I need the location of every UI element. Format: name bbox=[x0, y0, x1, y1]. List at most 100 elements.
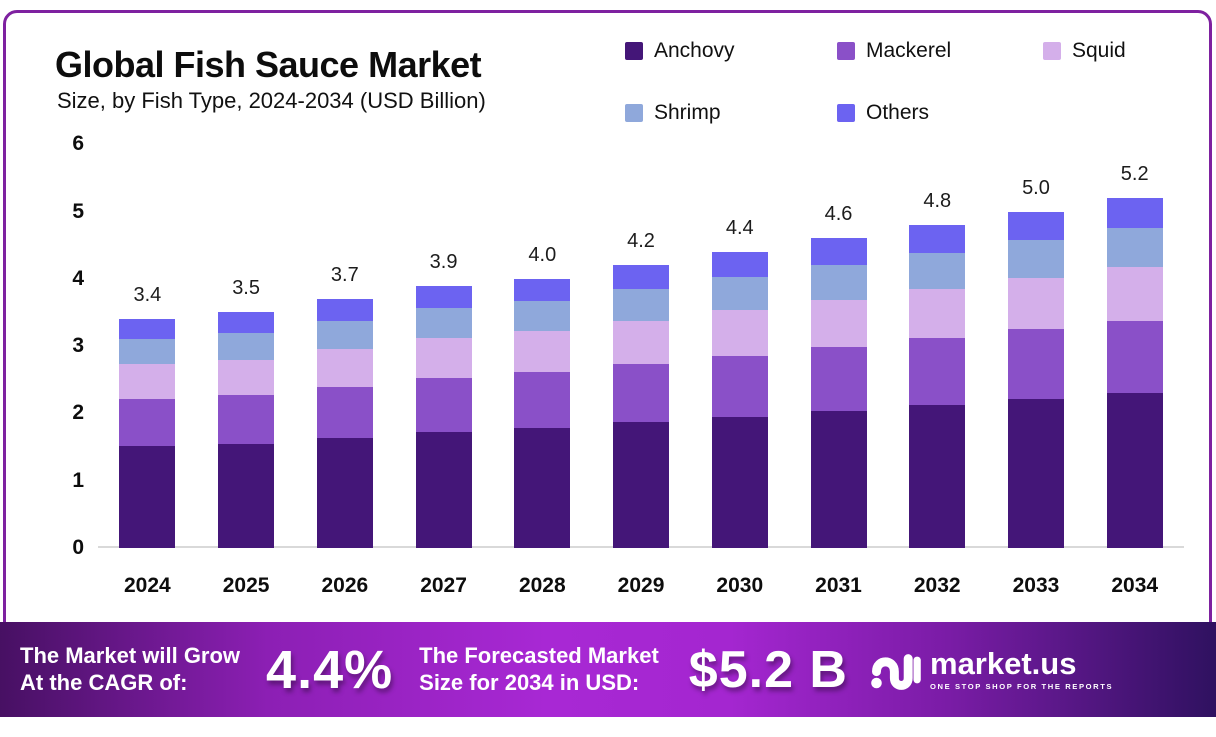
bar-segment-others bbox=[514, 278, 571, 302]
bar-stack bbox=[810, 238, 867, 548]
x-tick-label: 2033 bbox=[1012, 574, 1060, 597]
bar-segment-shrimp bbox=[1106, 228, 1163, 268]
legend-swatch-icon bbox=[1043, 42, 1061, 60]
y-tick-label: 2 bbox=[72, 401, 84, 425]
bar-total-label: 3.4 bbox=[133, 284, 162, 307]
forecast-label-line1: The Forecasted Market bbox=[419, 642, 659, 668]
bar-segment-shrimp bbox=[711, 277, 768, 311]
brand-tagline: ONE STOP SHOP FOR THE REPORTS bbox=[930, 682, 1114, 691]
bar-total-label: 5.2 bbox=[1120, 163, 1149, 186]
bar-segment-mackerel bbox=[316, 386, 373, 438]
bar-stack bbox=[119, 319, 176, 548]
bar-segment-squid bbox=[909, 288, 966, 339]
x-tick-label: 2026 bbox=[321, 574, 369, 597]
bar-segment-squid bbox=[810, 299, 867, 347]
bar-total-label: 5.0 bbox=[1022, 176, 1050, 199]
chart-legend: Anchovy Mackerel Squid Shrimp Others bbox=[625, 38, 1185, 126]
bar-segment-others bbox=[711, 251, 768, 278]
y-axis: 0 1 2 3 4 5 6 bbox=[36, 132, 84, 576]
bar-segment-others bbox=[316, 299, 373, 322]
legend-item-others: Others bbox=[837, 100, 1043, 126]
legend-label: Mackerel bbox=[866, 39, 952, 62]
bar-segment-others bbox=[613, 265, 670, 289]
bar-segment-anchovy bbox=[909, 404, 966, 548]
bar-2025: 3.5 bbox=[197, 140, 296, 548]
bar-segment-shrimp bbox=[1007, 240, 1064, 279]
bar-2026: 3.7 bbox=[295, 140, 394, 548]
y-tick-label: 0 bbox=[72, 536, 84, 559]
x-tick-label: 2030 bbox=[716, 574, 764, 597]
bar-total-label: 3.5 bbox=[232, 277, 260, 300]
footer-banner: The Market will Grow At the CAGR of: 4.4… bbox=[0, 622, 1216, 717]
bar-segment-anchovy bbox=[316, 437, 373, 548]
bar-segment-squid bbox=[415, 338, 472, 378]
bar-segment-squid bbox=[1106, 267, 1163, 321]
bar-segment-mackerel bbox=[1106, 320, 1163, 393]
legend-item-shrimp: Shrimp bbox=[625, 100, 837, 126]
legend-item-anchovy: Anchovy bbox=[625, 38, 837, 64]
bar-segment-mackerel bbox=[1007, 329, 1064, 399]
bar-segment-mackerel bbox=[119, 399, 176, 447]
legend-swatch-icon bbox=[837, 104, 855, 122]
brand-logo: market.us ONE STOP SHOP FOR THE REPORTS bbox=[870, 645, 1113, 695]
bar-segment-mackerel bbox=[810, 346, 867, 411]
bar-segment-squid bbox=[218, 359, 275, 396]
bar-2027: 3.9 bbox=[394, 140, 493, 548]
bar-2031: 4.6 bbox=[789, 140, 888, 548]
bar-stack bbox=[711, 251, 768, 548]
forecast-label-line2: Size for 2034 in USD: bbox=[419, 669, 640, 695]
bar-total-label: 4.0 bbox=[528, 243, 557, 266]
bar-2024: 3.4 bbox=[98, 140, 197, 548]
bar-segment-others bbox=[1007, 211, 1064, 241]
y-tick-label: 3 bbox=[72, 334, 84, 358]
x-tick-label: 2027 bbox=[420, 574, 467, 597]
bar-segment-anchovy bbox=[514, 428, 571, 548]
x-tick-label: 2029 bbox=[617, 574, 665, 597]
bar-2034: 5.2 bbox=[1085, 140, 1184, 548]
bar-stack bbox=[1106, 198, 1163, 548]
bar-segment-squid bbox=[514, 331, 571, 373]
bar-segment-anchovy bbox=[1007, 398, 1064, 548]
bar-segment-squid bbox=[1007, 278, 1064, 330]
bar-segment-squid bbox=[316, 348, 373, 387]
bar-stack bbox=[1007, 211, 1064, 548]
legend-item-squid: Squid bbox=[1043, 38, 1185, 64]
bar-stack bbox=[613, 265, 670, 548]
bar-2030: 4.4 bbox=[690, 140, 789, 548]
x-tick-label: 2031 bbox=[815, 574, 862, 597]
cagr-label-line1: The Market will Grow bbox=[20, 642, 241, 668]
bar-total-label: 4.8 bbox=[923, 189, 952, 212]
cagr-value: 4.4% bbox=[266, 639, 394, 700]
forecast-label: The Forecasted Market Size for 2034 in U… bbox=[419, 643, 659, 697]
legend-item-mackerel: Mackerel bbox=[837, 38, 1043, 64]
bar-segment-squid bbox=[119, 364, 176, 400]
bar-2028: 4.0 bbox=[493, 140, 592, 548]
bar-segment-shrimp bbox=[514, 301, 571, 332]
legend-label: Others bbox=[866, 101, 930, 124]
bar-stack bbox=[514, 278, 571, 548]
bar-2033: 5.0 bbox=[987, 140, 1086, 548]
legend-swatch-icon bbox=[625, 42, 643, 60]
bar-segment-shrimp bbox=[810, 264, 867, 300]
bar-segment-shrimp bbox=[613, 288, 670, 321]
bar-stack bbox=[909, 225, 966, 548]
forecast-value: $5.2 B bbox=[688, 640, 848, 699]
bar-total-label: 4.2 bbox=[627, 230, 655, 253]
bar-segment-others bbox=[415, 285, 472, 309]
legend-swatch-icon bbox=[625, 104, 643, 122]
bar-segment-shrimp bbox=[218, 333, 275, 360]
bar-total-label: 3.9 bbox=[429, 250, 458, 273]
bar-segment-others bbox=[218, 312, 275, 334]
bar-segment-anchovy bbox=[613, 422, 670, 548]
marketus-swirl-icon bbox=[871, 653, 921, 690]
bar-segment-shrimp bbox=[119, 338, 176, 365]
bar-segment-shrimp bbox=[316, 321, 373, 349]
bar-segment-anchovy bbox=[218, 443, 275, 548]
y-tick-label: 5 bbox=[72, 199, 84, 223]
bar-segment-others bbox=[1106, 198, 1163, 229]
bar-segment-mackerel bbox=[613, 363, 670, 423]
x-tick-label: 2025 bbox=[222, 574, 270, 597]
bar-2029: 4.2 bbox=[592, 140, 691, 548]
bar-segment-others bbox=[909, 225, 966, 253]
